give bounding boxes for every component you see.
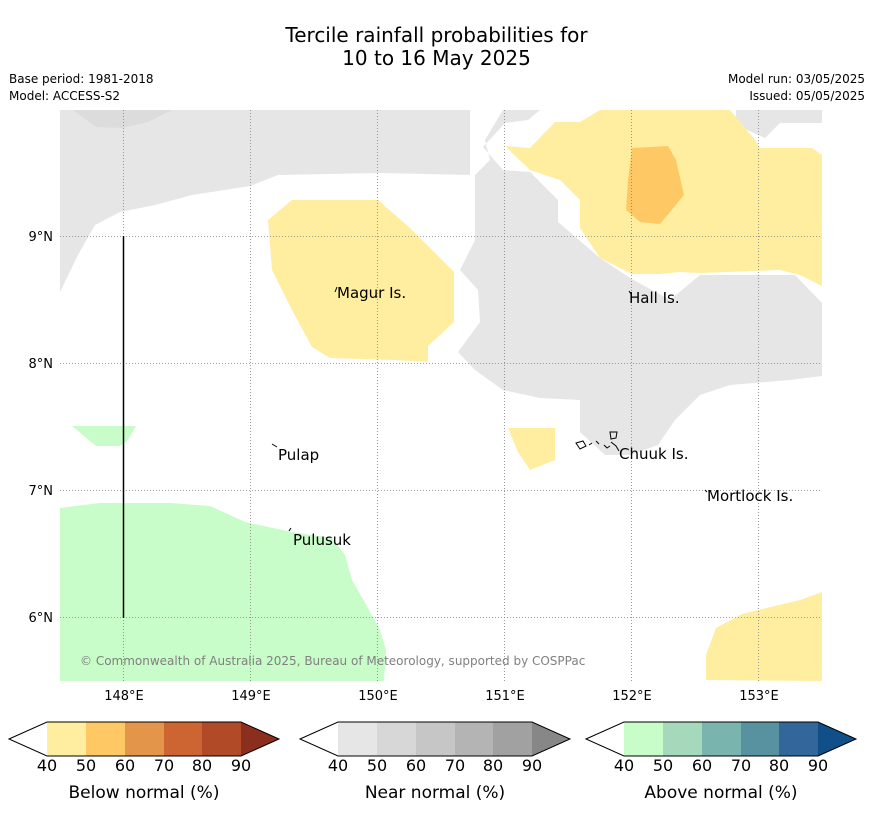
island-markers bbox=[271, 286, 708, 532]
cb-below-tick-60: 60 bbox=[115, 756, 135, 775]
title-line-2: 10 to 16 May 2025 bbox=[342, 46, 531, 70]
cb-above-outline bbox=[584, 721, 858, 757]
cb-near-tick-50: 50 bbox=[367, 756, 387, 775]
cb-near-tick-90: 90 bbox=[522, 756, 542, 775]
cb-near-tick-70: 70 bbox=[445, 756, 465, 775]
cb-above-swatch-over bbox=[818, 722, 856, 756]
model-name: Model: ACCESS-S2 bbox=[9, 89, 121, 103]
place-label-pulap: Pulap bbox=[278, 446, 319, 464]
cb-below-swatch-60 bbox=[125, 722, 164, 756]
colorbar-above-normal: 40 50 60 70 80 90 Above normal (%) bbox=[584, 721, 858, 803]
lon-tick-149e: 149°E bbox=[231, 689, 271, 704]
below-normal-region-mid bbox=[508, 428, 555, 470]
above-normal-region-west-small bbox=[72, 426, 136, 446]
cb-below-swatch-under bbox=[9, 722, 47, 756]
cb-near-tick-80: 80 bbox=[483, 756, 503, 775]
colorbar-near-normal: 40 50 60 70 80 90 Near normal (%) bbox=[298, 721, 572, 803]
cb-below-swatch-40 bbox=[47, 722, 86, 756]
cb-below-swatch-over bbox=[241, 722, 279, 756]
cb-above-label: Above normal (%) bbox=[644, 783, 797, 803]
cb-above-swatch-60 bbox=[702, 722, 741, 756]
near-normal-region-nw bbox=[60, 110, 470, 292]
place-label-mortlock: Mortlock Is. bbox=[707, 487, 793, 505]
cb-below-tick-80: 80 bbox=[192, 756, 212, 775]
cb-near-swatch-over bbox=[532, 722, 570, 756]
place-label-pulusuk: Pulusuk bbox=[293, 531, 351, 549]
cb-near-swatch-80 bbox=[493, 722, 532, 756]
cb-above-swatch-50 bbox=[663, 722, 702, 756]
lon-tick-152e: 152°E bbox=[612, 689, 652, 704]
copyright-credit: © Commonwealth of Australia 2025, Bureau… bbox=[80, 654, 585, 668]
island-hall bbox=[628, 290, 632, 295]
cb-above-tick-40: 40 bbox=[614, 756, 634, 775]
cb-near-tick-40: 40 bbox=[328, 756, 348, 775]
cb-above-tick-60: 60 bbox=[692, 756, 712, 775]
cb-near-swatch-70 bbox=[455, 722, 493, 756]
cb-below-swatch-50 bbox=[86, 722, 125, 756]
cb-above-tick-50: 50 bbox=[653, 756, 673, 775]
model-run: Model run: 03/05/2025 bbox=[727, 72, 865, 86]
cb-below-swatch-70 bbox=[164, 722, 202, 756]
lon-tick-151e: 151°E bbox=[485, 689, 525, 704]
lon-tick-153e: 153°E bbox=[739, 689, 779, 704]
cb-near-swatch-under bbox=[300, 722, 338, 756]
map-area: Magur Is. Hall Is. Pulap Chuuk Is. Mortl… bbox=[60, 110, 822, 681]
below-normal-region-north-60 bbox=[626, 146, 684, 224]
cb-below-swatch-80 bbox=[202, 722, 241, 756]
cb-below-tick-40: 40 bbox=[37, 756, 57, 775]
cb-below-tick-90: 90 bbox=[231, 756, 251, 775]
title-line-1: Tercile rainfall probabilities for bbox=[285, 23, 588, 47]
place-label-chuuk: Chuuk Is. bbox=[619, 445, 688, 463]
cb-above-swatch-40 bbox=[624, 722, 663, 756]
cb-near-tick-60: 60 bbox=[406, 756, 426, 775]
lat-tick-7n: 7°N bbox=[29, 484, 54, 499]
above-normal-region-southwest bbox=[60, 503, 386, 681]
island-pulusuk bbox=[288, 527, 292, 532]
cb-near-swatch-40 bbox=[338, 722, 377, 756]
place-label-magur: Magur Is. bbox=[337, 284, 406, 302]
lat-tick-8n: 8°N bbox=[29, 357, 54, 372]
cb-below-outline bbox=[7, 721, 281, 757]
issued-date: Issued: 05/05/2025 bbox=[749, 89, 865, 103]
lat-tick-9n: 9°N bbox=[29, 230, 54, 245]
island-pulap bbox=[271, 443, 278, 448]
cb-above-swatch-70 bbox=[741, 722, 779, 756]
cb-near-swatch-50 bbox=[377, 722, 416, 756]
near-normal-region-east bbox=[458, 110, 822, 455]
cb-near-label: Near normal (%) bbox=[365, 783, 505, 803]
near-normal-region-ne bbox=[736, 110, 822, 138]
lat-tick-6n: 6°N bbox=[29, 611, 54, 626]
island-magur bbox=[334, 286, 338, 293]
colorbar-below-normal: 40 50 60 70 80 90 Below normal (%) bbox=[7, 721, 281, 803]
cb-above-swatch-80 bbox=[779, 722, 818, 756]
island-mortlock bbox=[704, 489, 708, 493]
cb-above-swatch-under bbox=[586, 722, 624, 756]
cb-near-outline bbox=[298, 721, 572, 757]
island-chuuk-lagoon bbox=[575, 431, 620, 452]
cb-below-label: Below normal (%) bbox=[69, 783, 220, 803]
base-period: Base period: 1981-2018 bbox=[9, 72, 154, 86]
cb-below-tick-70: 70 bbox=[154, 756, 174, 775]
cb-above-tick-80: 80 bbox=[769, 756, 789, 775]
cb-above-tick-70: 70 bbox=[731, 756, 751, 775]
cb-above-tick-90: 90 bbox=[808, 756, 828, 775]
cb-below-tick-50: 50 bbox=[76, 756, 96, 775]
cb-near-swatch-60 bbox=[416, 722, 455, 756]
place-label-hall: Hall Is. bbox=[629, 289, 680, 307]
near-normal-region-nw-darker bbox=[73, 110, 172, 128]
below-normal-region-magur bbox=[268, 200, 454, 362]
below-normal-region-se bbox=[706, 592, 822, 681]
lon-tick-150e: 150°E bbox=[358, 689, 398, 704]
lon-tick-148e: 148°E bbox=[104, 689, 144, 704]
